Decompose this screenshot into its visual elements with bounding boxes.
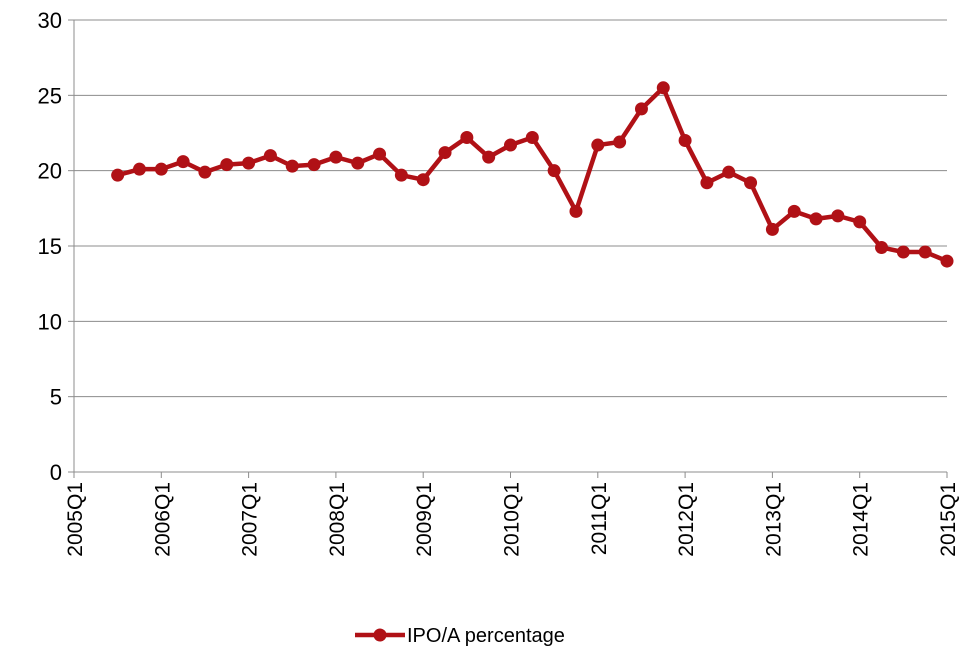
point bbox=[613, 135, 627, 149]
point bbox=[656, 81, 670, 95]
legend-label: IPO/A percentage bbox=[407, 625, 565, 647]
x-tick-label: 2006Q1 bbox=[151, 482, 174, 557]
point bbox=[787, 204, 801, 218]
x-tick-label: 2014Q1 bbox=[850, 482, 873, 557]
point bbox=[242, 156, 256, 170]
series-line bbox=[117, 85, 948, 264]
y-tick-label: 5 bbox=[50, 385, 62, 410]
x-tick-label: 2005Q1 bbox=[64, 482, 87, 557]
point bbox=[482, 150, 496, 164]
x-tick-label: 2011Q1 bbox=[588, 482, 611, 555]
point bbox=[438, 146, 452, 160]
x-tick-label: 2010Q1 bbox=[501, 482, 524, 557]
point bbox=[547, 164, 561, 178]
point bbox=[263, 149, 277, 163]
point bbox=[896, 245, 910, 259]
point bbox=[853, 215, 867, 229]
point bbox=[154, 162, 168, 176]
y-tick-label: 0 bbox=[50, 460, 62, 485]
x-tick-label: 2009Q1 bbox=[413, 482, 436, 557]
y-tick-label: 10 bbox=[38, 309, 62, 334]
point bbox=[744, 176, 758, 190]
legend-marker bbox=[373, 628, 387, 642]
y-tick-label: 15 bbox=[38, 234, 62, 259]
x-tick-label: 2015Q1 bbox=[937, 482, 960, 557]
x-tick-label: 2012Q1 bbox=[675, 482, 698, 557]
point bbox=[700, 176, 714, 190]
point bbox=[504, 138, 517, 152]
point bbox=[285, 159, 299, 173]
point bbox=[809, 212, 823, 226]
point bbox=[373, 147, 387, 161]
point bbox=[940, 254, 954, 268]
point bbox=[460, 131, 474, 145]
point bbox=[329, 150, 343, 164]
point bbox=[722, 165, 736, 179]
point bbox=[569, 204, 583, 218]
x-tick-label: 2008Q1 bbox=[326, 482, 349, 557]
point bbox=[678, 134, 692, 148]
point bbox=[831, 209, 845, 223]
point bbox=[307, 158, 321, 172]
y-tick-label: 25 bbox=[38, 83, 62, 108]
point bbox=[525, 131, 539, 145]
point bbox=[351, 156, 365, 170]
point bbox=[591, 138, 605, 152]
x-tick-label: 2007Q1 bbox=[239, 482, 262, 557]
point bbox=[132, 162, 146, 176]
point bbox=[875, 241, 889, 255]
point bbox=[416, 173, 430, 187]
y-tick-label: 30 bbox=[38, 8, 62, 33]
point bbox=[198, 165, 212, 179]
point bbox=[176, 155, 190, 169]
point bbox=[394, 168, 408, 182]
point bbox=[765, 222, 779, 236]
y-tick-label: 20 bbox=[38, 159, 62, 184]
point bbox=[634, 102, 648, 116]
point bbox=[918, 245, 932, 259]
point bbox=[111, 168, 125, 182]
x-tick-label: 2013Q1 bbox=[762, 482, 785, 557]
point bbox=[220, 158, 234, 172]
